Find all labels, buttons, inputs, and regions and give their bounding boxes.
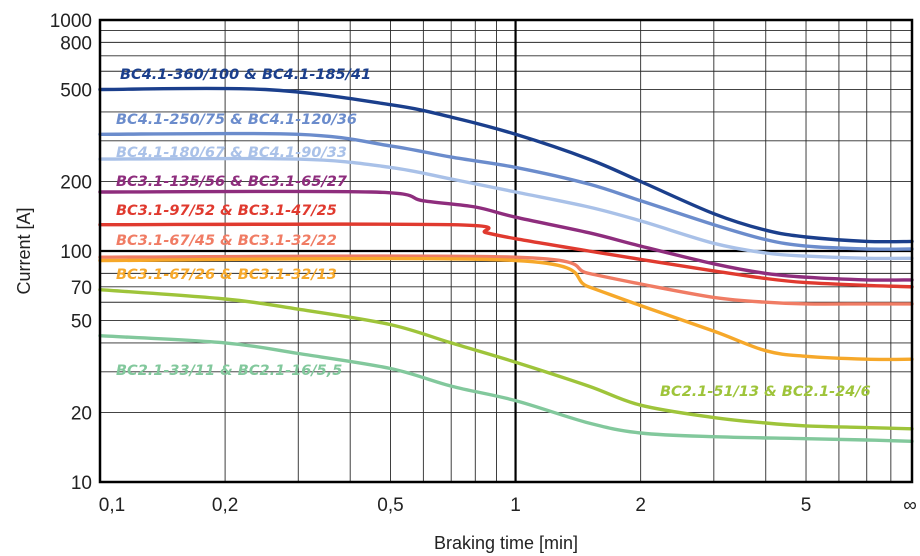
series-label-1: BC4.1-360/100 & BC4.1-185/41 (120, 67, 371, 83)
series-label-7: BC3.1-67/26 & BC3.1-32/13 (116, 267, 337, 283)
y-tick-label: 50 (71, 312, 92, 333)
series-label-8: BC2.1-51/13 & BC2.1-24/6 (660, 384, 871, 400)
series-line-1 (98, 86, 914, 244)
series-label-2: BC4.1-250/75 & BC4.1-120/36 (116, 112, 357, 128)
y-tick-label: 20 (71, 403, 92, 424)
x-tick-label: 5 (801, 495, 812, 516)
series-line-6 (98, 254, 914, 306)
series-line-4 (98, 189, 914, 282)
y-tick-label: 1000 (50, 11, 92, 32)
series-line-5 (98, 222, 914, 289)
y-tick-label: 100 (60, 242, 92, 263)
y-axis-title: Current [A] (14, 207, 34, 294)
series-label-5: BC3.1-97/52 & BC3.1-47/25 (116, 203, 337, 219)
x-tick-label: 1 (510, 495, 521, 516)
series-label-4: BC3.1-135/56 & BC3.1-65/27 (116, 174, 348, 190)
x-tick-label: 0,2 (212, 495, 238, 516)
x-axis-title: Braking time [min] (434, 533, 578, 553)
x-tick-label: 0,5 (377, 495, 403, 516)
series-label-6: BC3.1-67/45 & BC3.1-32/22 (116, 233, 337, 249)
y-tick-label: 800 (60, 33, 92, 54)
x-tick-label: 2 (635, 495, 646, 516)
y-tick-label: 70 (71, 278, 92, 299)
y-tick-label: 500 (60, 81, 92, 102)
series-line-9 (98, 334, 914, 443)
x-tick-label: 0,1 (99, 495, 125, 516)
plot-frame (98, 18, 914, 484)
x-tick-label: ∞ (903, 495, 917, 516)
series-line-3 (98, 156, 914, 261)
y-tick-label: 200 (60, 172, 92, 193)
series-line-8 (98, 288, 914, 431)
series-labels: BC4.1-360/100 & BC4.1-185/41 BC4.1-250/75… (116, 67, 871, 400)
series-line-7 (98, 256, 914, 362)
chart-curves (98, 86, 914, 443)
y-tick-label: 10 (71, 473, 92, 494)
series-line-2 (98, 131, 914, 251)
series-label-3: BC4.1-180/67 & BC4.1-90/33 (116, 145, 347, 161)
series-label-9: BC2.1-33/11 & BC2.1-16/5,5 (116, 363, 342, 379)
